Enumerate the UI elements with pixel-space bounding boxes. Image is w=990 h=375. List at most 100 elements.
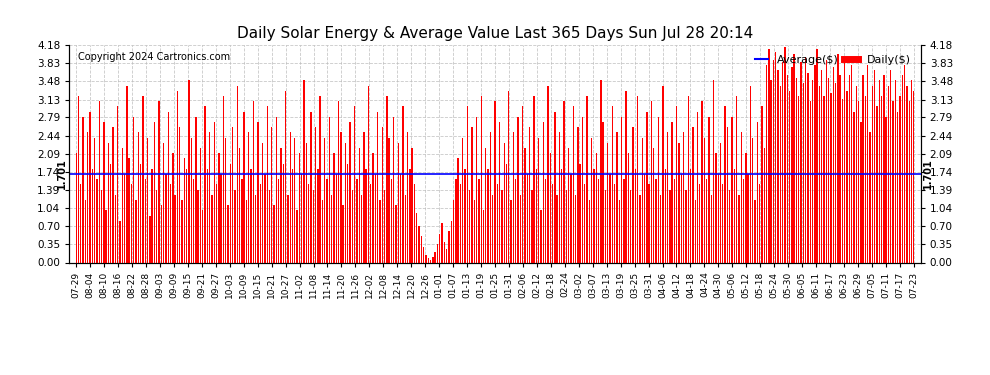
Bar (391, 179, 392, 262)
Bar (379, 200, 380, 262)
Bar (165, 174, 166, 262)
Bar (579, 164, 581, 262)
Bar (292, 169, 293, 262)
Bar (876, 106, 878, 262)
Bar (527, 174, 528, 262)
Bar (796, 78, 797, 262)
Bar (223, 96, 224, 262)
Bar (892, 101, 894, 262)
Bar (614, 184, 616, 262)
Bar (92, 169, 93, 262)
Bar (78, 96, 79, 262)
Bar (184, 158, 185, 262)
Bar (275, 117, 277, 262)
Bar (345, 143, 346, 262)
Bar (370, 184, 371, 262)
Bar (547, 86, 548, 262)
Bar (739, 195, 740, 262)
Bar (775, 52, 776, 262)
Bar (351, 190, 353, 262)
Bar (761, 106, 762, 262)
Bar (221, 174, 222, 262)
Bar (642, 138, 643, 262)
Bar (433, 257, 434, 262)
Bar (838, 54, 839, 262)
Bar (242, 179, 243, 262)
Bar (747, 174, 748, 262)
Bar (358, 148, 360, 262)
Bar (473, 200, 475, 262)
Bar (156, 190, 157, 262)
Bar (603, 122, 604, 262)
Bar (280, 148, 282, 262)
Bar (414, 184, 415, 262)
Bar (637, 96, 639, 262)
Bar (271, 127, 272, 262)
Bar (499, 122, 500, 262)
Bar (763, 148, 765, 262)
Bar (534, 96, 535, 262)
Bar (692, 127, 694, 262)
Bar (902, 75, 903, 262)
Bar (554, 112, 555, 262)
Bar (671, 122, 673, 262)
Bar (494, 101, 496, 262)
Bar (462, 138, 463, 262)
Text: 1.701: 1.701 (923, 159, 933, 189)
Bar (824, 96, 825, 262)
Bar (167, 112, 169, 262)
Bar (828, 78, 830, 262)
Bar (336, 174, 337, 262)
Bar (193, 179, 194, 262)
Bar (179, 127, 180, 262)
Bar (266, 106, 268, 262)
Bar (143, 96, 144, 262)
Bar (708, 117, 710, 262)
Bar (202, 210, 204, 262)
Bar (354, 106, 355, 262)
Bar (812, 80, 813, 262)
Bar (428, 258, 429, 262)
Bar (720, 143, 721, 262)
Text: 1.701: 1.701 (57, 159, 67, 189)
Bar (819, 86, 820, 262)
Bar (678, 143, 680, 262)
Bar (543, 122, 545, 262)
Bar (126, 86, 128, 262)
Bar (393, 117, 394, 262)
Bar (405, 195, 406, 262)
Bar (349, 122, 350, 262)
Bar (732, 117, 733, 262)
Bar (770, 80, 772, 262)
Bar (112, 127, 114, 262)
Bar (773, 60, 774, 262)
Bar (556, 195, 557, 262)
Bar (529, 127, 531, 262)
Bar (160, 205, 162, 262)
Bar (784, 46, 786, 262)
Bar (200, 148, 201, 262)
Bar (800, 62, 802, 262)
Bar (303, 80, 305, 262)
Bar (899, 96, 901, 262)
Bar (122, 148, 123, 262)
Bar (871, 86, 873, 262)
Bar (913, 91, 915, 262)
Bar (690, 169, 691, 262)
Bar (626, 91, 627, 262)
Bar (457, 158, 459, 262)
Bar (252, 101, 254, 262)
Bar (909, 101, 910, 262)
Bar (294, 138, 295, 262)
Bar (766, 65, 767, 262)
Bar (170, 184, 171, 262)
Bar (669, 190, 670, 262)
Bar (752, 138, 753, 262)
Bar (147, 138, 148, 262)
Bar (653, 148, 654, 262)
Bar (177, 91, 178, 262)
Bar (388, 138, 390, 262)
Bar (840, 75, 841, 262)
Bar (329, 117, 330, 262)
Bar (158, 101, 159, 262)
